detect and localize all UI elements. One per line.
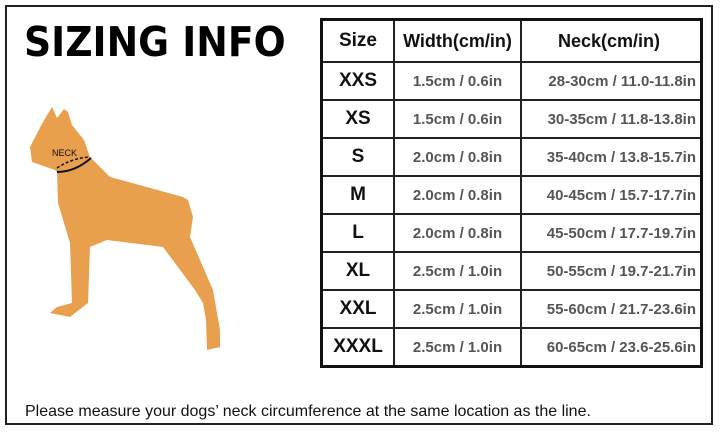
dog-silhouette-illustration: NECK (30, 107, 220, 350)
header-neck: Neck(cm/in) (520, 18, 703, 63)
size-cell: S (320, 137, 395, 177)
size-cell: XXS (320, 61, 395, 101)
table-header-row: Size Width(cm/in) Neck(cm/in) (320, 18, 703, 63)
measurement-note: Please measure your dogs’ neck circumfer… (25, 403, 591, 420)
neck-cell: 28-30cm / 11.0-11.8in (520, 61, 703, 101)
size-cell: L (320, 213, 395, 253)
header-width: Width(cm/in) (393, 18, 522, 63)
neck-cell: 45-50cm / 17.7-19.7in (520, 213, 703, 253)
size-cell: M (320, 175, 395, 215)
image-frame (5, 5, 713, 425)
size-cell: XL (320, 251, 395, 291)
table-row: M 2.0cm / 0.8in 40-45cm / 15.7-17.7in (320, 175, 703, 215)
width-cell: 2.0cm / 0.8in (393, 137, 522, 177)
header-size: Size (320, 18, 395, 63)
table-row: L 2.0cm / 0.8in 45-50cm / 17.7-19.7in (320, 213, 703, 253)
neck-dashed-line (56, 156, 91, 169)
size-table: Size Width(cm/in) Neck(cm/in) XXS 1.5cm /… (320, 18, 703, 368)
neck-cell: 40-45cm / 15.7-17.7in (520, 175, 703, 215)
width-cell: 2.5cm / 1.0in (393, 251, 522, 291)
table-row: XXS 1.5cm / 0.6in 28-30cm / 11.0-11.8in (320, 61, 703, 101)
neck-label: NECK (52, 148, 77, 158)
table-row: XXL 2.5cm / 1.0in 55-60cm / 21.7-23.6in (320, 289, 703, 329)
neck-cell: 35-40cm / 13.8-15.7in (520, 137, 703, 177)
width-cell: 2.5cm / 1.0in (393, 289, 522, 329)
page-title: SIZING INFO (24, 18, 286, 66)
neck-cell: 60-65cm / 23.6-25.6in (520, 327, 703, 368)
neck-cell: 30-35cm / 11.8-13.8in (520, 99, 703, 139)
width-cell: 2.0cm / 0.8in (393, 175, 522, 215)
width-cell: 2.5cm / 1.0in (393, 327, 522, 368)
size-cell: XXL (320, 289, 395, 329)
width-cell: 1.5cm / 0.6in (393, 61, 522, 101)
table-row: XS 1.5cm / 0.6in 30-35cm / 11.8-13.8in (320, 99, 703, 139)
dog-body (30, 107, 220, 350)
width-cell: 1.5cm / 0.6in (393, 99, 522, 139)
table-row: XL 2.5cm / 1.0in 50-55cm / 19.7-21.7in (320, 251, 703, 291)
table-row: S 2.0cm / 0.8in 35-40cm / 13.8-15.7in (320, 137, 703, 177)
width-cell: 2.0cm / 0.8in (393, 213, 522, 253)
table-row: XXXL 2.5cm / 1.0in 60-65cm / 23.6-25.6in (320, 327, 703, 368)
neck-cell: 55-60cm / 21.7-23.6in (520, 289, 703, 329)
neck-line (56, 157, 92, 173)
neck-cell: 50-55cm / 19.7-21.7in (520, 251, 703, 291)
size-cell: XXXL (320, 327, 395, 368)
size-cell: XS (320, 99, 395, 139)
